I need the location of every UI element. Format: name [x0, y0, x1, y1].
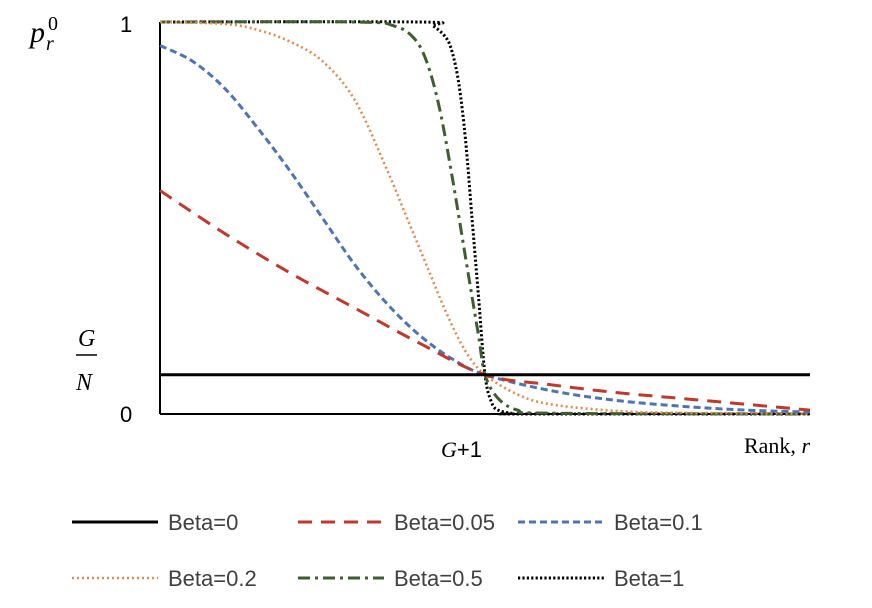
legend-item-beta-0: Beta=0 [72, 510, 238, 535]
legend-label: Beta=0.05 [394, 510, 495, 535]
y-axis-title-base: p [28, 16, 45, 49]
legend-label: Beta=0.1 [614, 510, 703, 535]
y-mid-denominator: N [75, 370, 94, 396]
legend-item-beta-0-1: Beta=0.1 [518, 510, 703, 535]
legend-label: Beta=0 [168, 510, 238, 535]
x-axis-title: Rank, r [744, 433, 810, 458]
y-tick-top: 1 [120, 12, 132, 37]
y-mid-numerator: G [78, 326, 95, 352]
legend-item-beta-0-5: Beta=0.5 [298, 566, 483, 591]
x-tick-label: G+1 [441, 437, 482, 462]
series-line-beta-1 [159, 20, 811, 416]
legend-label: Beta=1 [614, 566, 684, 591]
series-line-beta-0-1 [159, 44, 811, 414]
legend-label: Beta=0.5 [394, 566, 483, 591]
series-line-beta-0-2 [159, 20, 811, 415]
y-axis-title-sub: r [46, 33, 54, 55]
y-axis-title: p [28, 16, 45, 49]
legend-item-beta-0-2: Beta=0.2 [72, 566, 257, 591]
y-axis-title-sup: 0 [48, 13, 58, 35]
series-line-beta-0-5 [159, 20, 811, 416]
legend: Beta=0 Beta=0.05 Beta=0.1 Beta=0.2 Beta=0.5 B… [72, 510, 703, 591]
legend-item-beta-0-05: Beta=0.05 [298, 510, 495, 535]
y-tick-bottom: 0 [120, 402, 132, 427]
legend-label: Beta=0.2 [168, 566, 257, 591]
series-layer [159, 20, 811, 416]
legend-item-beta-1: Beta=1 [518, 566, 684, 591]
